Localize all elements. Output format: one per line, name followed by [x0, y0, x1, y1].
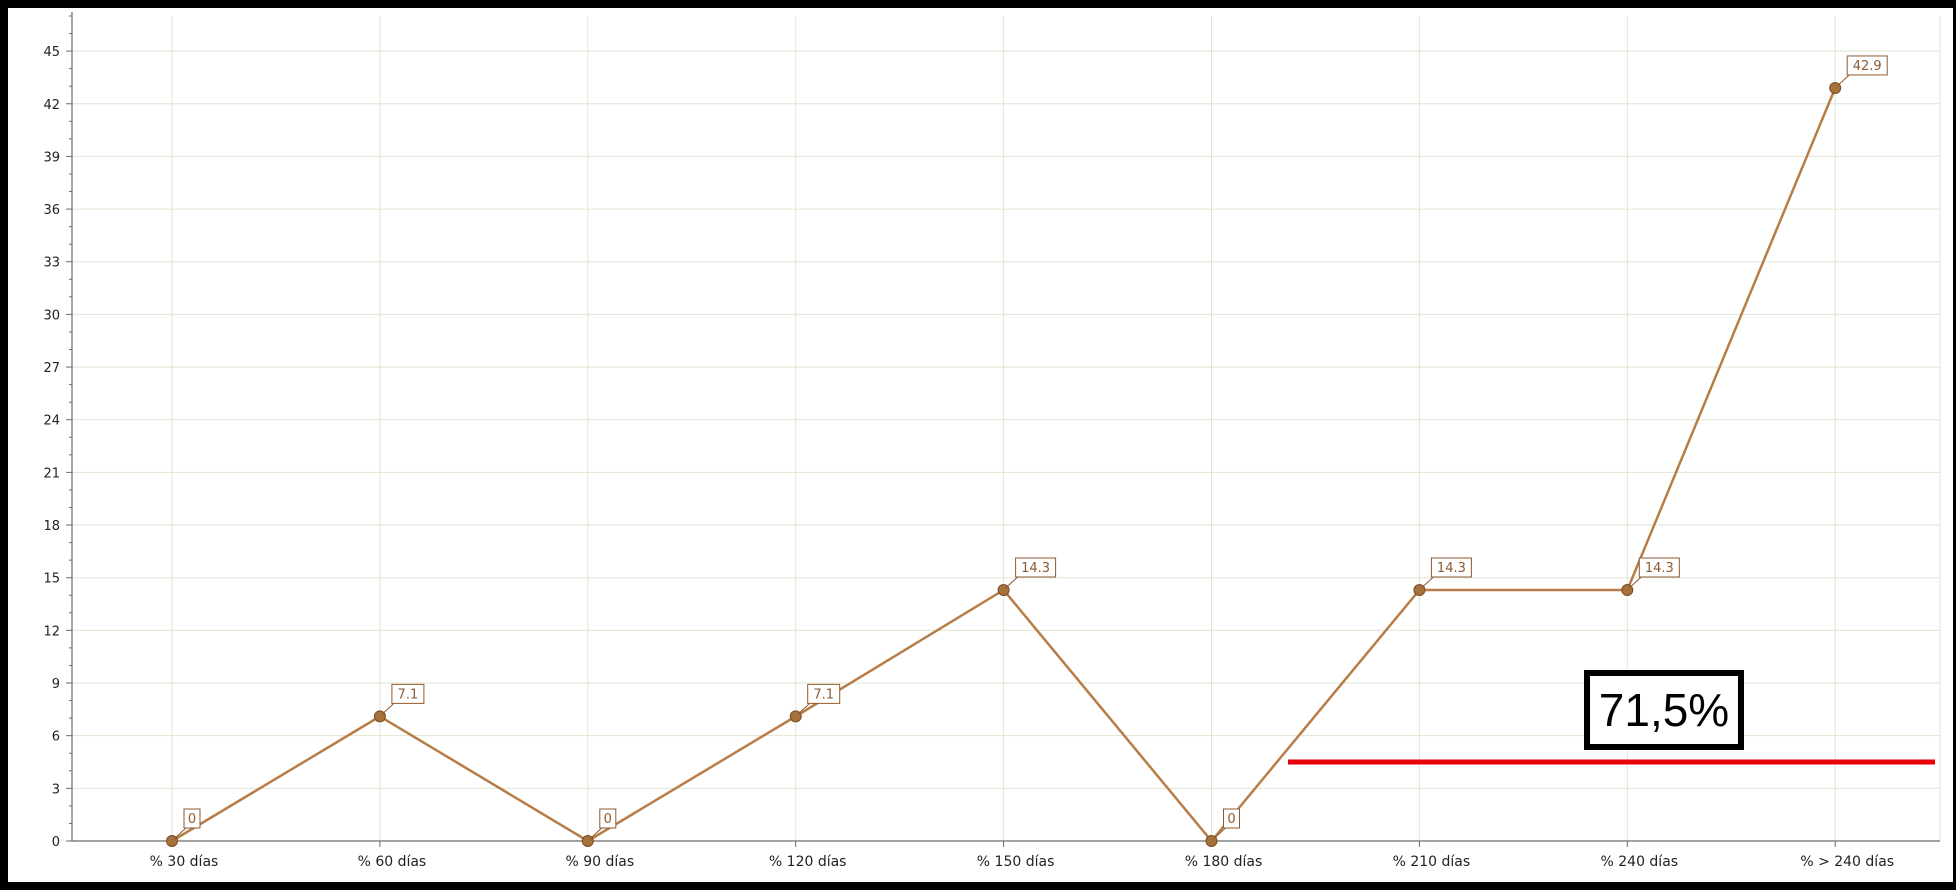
- y-tick-label: 45: [43, 45, 60, 60]
- data-label-leader: [1628, 576, 1642, 589]
- y-tick-label: 42: [43, 98, 60, 113]
- data-label-box: [1638, 557, 1680, 578]
- y-tick-label: 21: [43, 466, 60, 481]
- data-label: 0: [188, 812, 196, 827]
- percentage-callout: 71,5%: [1584, 670, 1744, 750]
- data-label-leader: [381, 703, 395, 715]
- data-label-leader: [1836, 74, 1850, 87]
- data-label-leader: [589, 827, 603, 840]
- y-tick-label: 15: [43, 572, 60, 587]
- data-label: 0: [1227, 812, 1235, 827]
- data-label-box: [183, 808, 201, 829]
- y-tick-label: 0: [52, 835, 60, 850]
- x-tick-label: % 150 días: [977, 854, 1055, 870]
- data-label-leader: [173, 827, 187, 840]
- data-label: 14.3: [1021, 561, 1050, 576]
- data-label-box: [807, 683, 841, 704]
- data-label-leader: [797, 703, 811, 715]
- x-tick-label: % 60 días: [358, 854, 427, 870]
- x-tick-label: % 240 días: [1601, 854, 1679, 870]
- x-tick-label: % 30 días: [150, 854, 219, 870]
- data-label: 14.3: [1645, 561, 1674, 576]
- y-tick-label: 3: [52, 782, 60, 797]
- y-tick-label: 12: [43, 624, 60, 639]
- x-tick-label: % 120 días: [769, 854, 847, 870]
- x-tick-label: % 210 días: [1393, 854, 1471, 870]
- x-tick-label: % 180 días: [1185, 854, 1263, 870]
- data-label-box: [599, 808, 617, 829]
- data-label: 7.1: [398, 687, 419, 702]
- y-tick-label: 33: [43, 256, 60, 271]
- y-tick-label: 39: [43, 150, 60, 165]
- y-tick-label: 30: [43, 308, 60, 323]
- data-label-leader: [1005, 576, 1018, 589]
- data-label-box: [1015, 557, 1057, 578]
- data-label-box: [1846, 55, 1888, 76]
- data-label-box: [1430, 557, 1472, 578]
- y-tick-label: 27: [43, 361, 60, 376]
- y-tick-label: 24: [43, 414, 60, 429]
- y-tick-label: 18: [43, 519, 60, 534]
- grid-layer: [72, 16, 1941, 841]
- data-label-layer: 0 7.1 0 7.1 14.3 0 14.3 14.3 42.9: [173, 55, 1888, 840]
- x-tick-label: % 90 días: [565, 854, 634, 870]
- y-tick-label: 36: [43, 203, 60, 218]
- y-tick-label: 6: [52, 730, 60, 745]
- data-label-leader: [1421, 576, 1434, 589]
- y-tick-label: 9: [52, 677, 60, 692]
- data-label-leader: [1213, 827, 1226, 840]
- data-label: 42.9: [1853, 59, 1882, 74]
- x-tick-label: % > 240 días: [1800, 854, 1894, 870]
- data-label: 14.3: [1437, 561, 1466, 576]
- data-label-box: [391, 683, 425, 704]
- data-label: 7.1: [813, 687, 834, 702]
- data-label-box: [1223, 808, 1240, 829]
- data-label: 0: [604, 812, 612, 827]
